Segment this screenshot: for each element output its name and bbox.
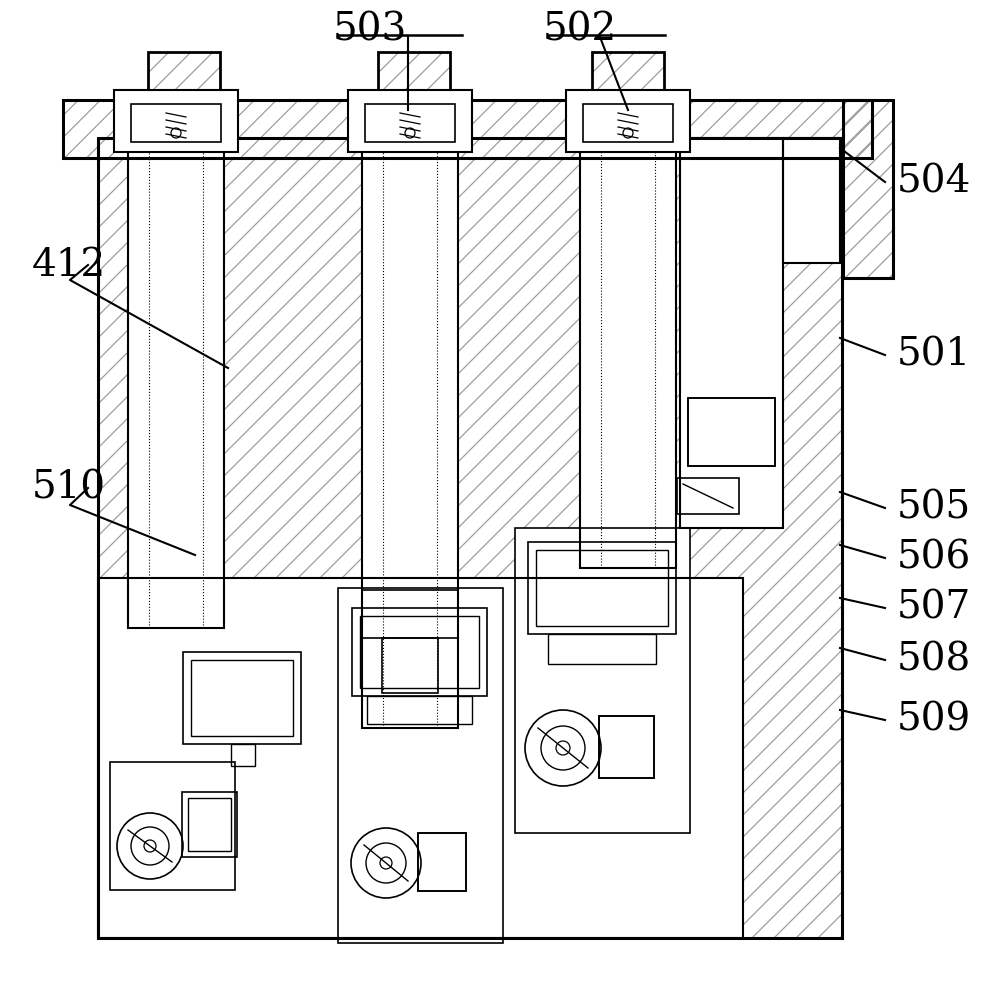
Bar <box>418 833 466 891</box>
Bar <box>348 90 472 152</box>
Bar <box>352 608 487 696</box>
Bar <box>592 52 664 110</box>
Bar <box>348 90 472 152</box>
Bar <box>688 398 775 466</box>
Bar <box>183 652 301 744</box>
Bar <box>382 638 438 693</box>
Bar <box>592 52 664 110</box>
Bar <box>128 138 224 628</box>
Bar <box>98 138 842 938</box>
Bar <box>580 138 676 568</box>
Bar <box>843 100 893 278</box>
Bar <box>362 138 458 728</box>
Bar <box>599 716 654 778</box>
Bar <box>677 478 739 514</box>
Bar <box>783 138 840 263</box>
Bar <box>148 52 220 110</box>
Bar <box>231 744 255 766</box>
Bar <box>583 104 673 142</box>
Bar <box>536 550 668 626</box>
Bar <box>98 138 842 938</box>
Bar <box>110 762 235 890</box>
Bar <box>566 90 690 152</box>
Bar <box>362 590 458 638</box>
Text: 503: 503 <box>333 12 407 48</box>
Text: 508: 508 <box>897 642 971 678</box>
Bar <box>338 588 503 943</box>
Text: 504: 504 <box>897 163 971 201</box>
Bar <box>783 138 840 263</box>
Bar <box>188 798 231 851</box>
Bar <box>362 590 458 638</box>
Bar <box>352 608 487 696</box>
Bar <box>688 398 775 466</box>
Bar <box>599 716 654 778</box>
Bar <box>680 138 783 528</box>
Bar <box>98 578 743 938</box>
Bar <box>183 652 301 744</box>
Text: 507: 507 <box>897 589 971 626</box>
Bar <box>843 100 893 278</box>
Bar <box>418 833 466 891</box>
Bar <box>114 90 238 152</box>
Bar <box>515 528 690 833</box>
Bar <box>110 762 235 890</box>
Bar <box>148 52 220 110</box>
Text: 505: 505 <box>897 490 971 526</box>
Bar <box>63 100 872 158</box>
Bar <box>515 528 690 833</box>
Bar <box>362 138 458 728</box>
Bar <box>378 52 450 110</box>
Bar <box>382 638 438 693</box>
Bar <box>548 634 656 664</box>
Bar <box>580 138 676 568</box>
Bar <box>367 696 472 724</box>
Bar <box>131 104 221 142</box>
Text: 502: 502 <box>543 12 617 48</box>
Bar <box>191 660 293 736</box>
Bar <box>566 90 690 152</box>
Bar <box>548 634 656 664</box>
Bar <box>63 100 872 158</box>
Text: 506: 506 <box>897 540 971 577</box>
Text: 509: 509 <box>897 701 971 739</box>
Bar <box>231 744 255 766</box>
Bar <box>360 616 479 688</box>
Bar <box>338 588 503 943</box>
Bar <box>378 52 450 110</box>
Bar <box>367 696 472 724</box>
Bar <box>677 478 739 514</box>
Bar <box>182 792 237 857</box>
Bar <box>365 104 455 142</box>
Text: 412: 412 <box>32 246 106 284</box>
Bar <box>98 578 743 938</box>
Bar <box>528 542 676 634</box>
Bar <box>128 138 224 628</box>
Bar <box>528 542 676 634</box>
Bar <box>114 90 238 152</box>
Text: 501: 501 <box>897 336 971 374</box>
Bar <box>680 138 783 528</box>
Text: 510: 510 <box>32 470 106 506</box>
Bar <box>182 792 237 857</box>
